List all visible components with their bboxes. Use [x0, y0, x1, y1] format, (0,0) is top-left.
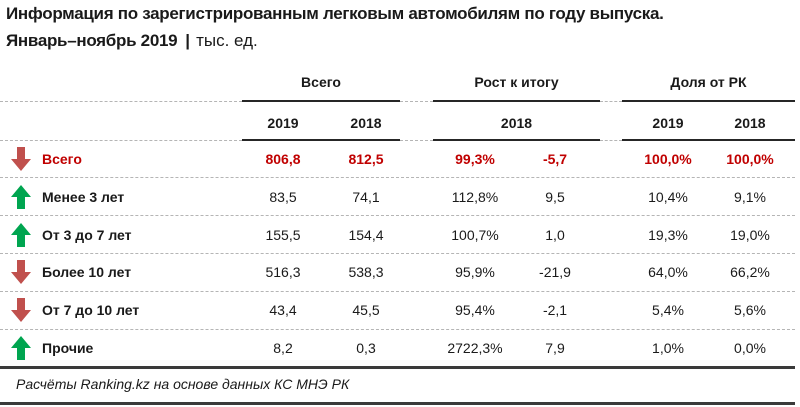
growth-abs: 1,0 — [545, 227, 565, 243]
period-label: Январь–ноябрь 2019 — [6, 31, 178, 50]
share-2019: 64,0% — [648, 264, 688, 280]
group-header-total: Всего — [301, 74, 341, 90]
total-2019: 806,8 — [265, 151, 301, 167]
divider — [433, 139, 600, 141]
total-2018: 538,3 — [348, 264, 384, 280]
arrow-up-icon — [11, 185, 31, 209]
growth-pct: 100,7% — [451, 227, 499, 243]
growth-abs: -21,9 — [539, 264, 571, 280]
share-2018: 66,2% — [730, 264, 770, 280]
growth-pct: 2722,3% — [447, 340, 503, 356]
divider — [600, 140, 622, 141]
total-2018: 74,1 — [352, 189, 380, 205]
share-2018: 19,0% — [730, 227, 770, 243]
divider — [600, 101, 622, 102]
report-title: Информация по зарегистрированным легковы… — [6, 4, 664, 23]
subtitle-separator: | — [185, 31, 191, 50]
arrow-up-icon — [11, 223, 31, 247]
footer-bottom-rule — [0, 402, 795, 405]
growth-abs: 9,5 — [545, 189, 565, 205]
row-label: От 3 до 7 лет — [42, 227, 132, 243]
year-header-share-2018: 2018 — [734, 115, 766, 131]
source-note: Расчёты Ranking.kz на основе данных КС М… — [16, 376, 350, 392]
share-2019: 10,4% — [648, 189, 688, 205]
arrow-down-icon — [11, 298, 31, 322]
growth-pct: 95,9% — [455, 264, 495, 280]
row-divider — [0, 215, 795, 216]
growth-abs: 7,9 — [545, 340, 565, 356]
arrow-up-icon — [11, 336, 31, 360]
share-2019: 100,0% — [644, 151, 692, 167]
share-2018: 100,0% — [726, 151, 774, 167]
divider — [433, 100, 600, 102]
table-bottom-rule — [0, 366, 795, 369]
share-2018: 5,6% — [734, 302, 766, 318]
year-header-growth-2018: 2018 — [500, 115, 533, 131]
row-divider — [0, 177, 795, 178]
growth-abs: -2,1 — [542, 302, 568, 318]
total-2019: 516,3 — [265, 264, 301, 280]
year-header-total-2019: 2019 — [267, 115, 299, 131]
growth-pct: 95,4% — [455, 302, 495, 318]
divider — [622, 100, 795, 102]
group-header-share: Доля от РК — [670, 74, 747, 90]
share-2018: 0,0% — [734, 340, 766, 356]
year-header-total-2018: 2018 — [350, 115, 382, 131]
share-2019: 19,3% — [648, 227, 688, 243]
divider — [400, 140, 433, 141]
share-2019: 5,4% — [652, 302, 684, 318]
row-divider — [0, 291, 795, 292]
row-divider — [0, 329, 795, 330]
report-subtitle: Январь–ноябрь 2019 | тыс. ед. — [6, 30, 258, 52]
divider — [0, 140, 242, 141]
row-label: Прочие — [42, 340, 94, 356]
row-label: Более 10 лет — [42, 264, 132, 280]
group-header-growth: Рост к итогу — [474, 74, 559, 90]
growth-pct: 99,3% — [455, 151, 495, 167]
row-divider — [0, 253, 795, 254]
row-label: Менее 3 лет — [42, 189, 125, 205]
share-2018: 9,1% — [734, 189, 766, 205]
total-2019: 8,2 — [273, 340, 293, 356]
arrow-down-icon — [11, 260, 31, 284]
unit-label: тыс. ед. — [196, 31, 258, 50]
total-2019: 83,5 — [269, 189, 297, 205]
row-label: Всего — [42, 151, 82, 167]
total-2018: 45,5 — [352, 302, 380, 318]
divider — [242, 139, 400, 141]
growth-abs: -5,7 — [542, 151, 568, 167]
total-2019: 43,4 — [269, 302, 297, 318]
total-2018: 0,3 — [356, 340, 376, 356]
share-2019: 1,0% — [652, 340, 684, 356]
total-2018: 154,4 — [348, 227, 384, 243]
divider — [400, 101, 433, 102]
arrow-down-icon — [11, 147, 31, 171]
year-header-share-2019: 2019 — [652, 115, 684, 131]
divider — [622, 139, 795, 141]
total-2018: 812,5 — [348, 151, 384, 167]
row-label: От 7 до 10 лет — [42, 302, 140, 318]
growth-pct: 112,8% — [451, 189, 499, 205]
divider — [242, 100, 400, 102]
divider — [0, 101, 242, 102]
total-2019: 155,5 — [265, 227, 301, 243]
